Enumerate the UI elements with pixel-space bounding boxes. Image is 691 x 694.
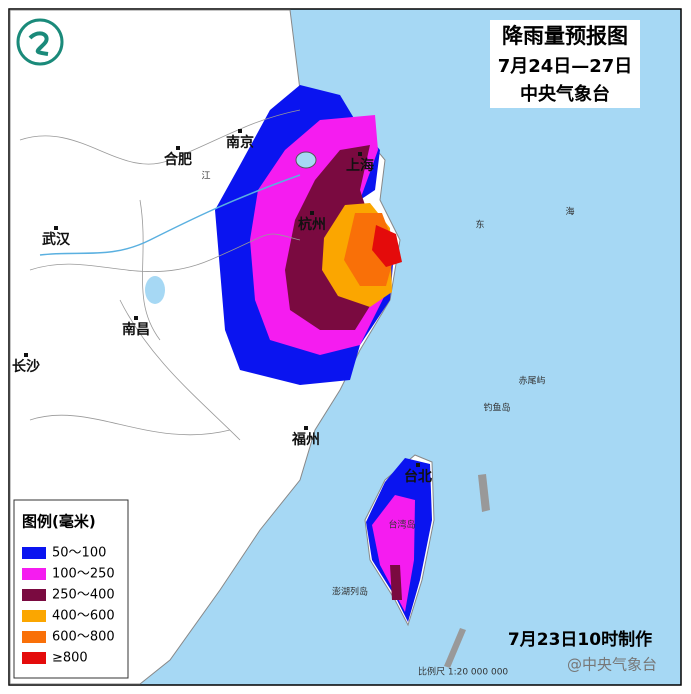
lake [145,276,165,304]
legend-label: 100～250 [52,567,115,582]
legend-swatch [22,547,46,559]
scale: 比例尺 1:20 000 000 [418,666,508,678]
rain-areas [215,85,432,622]
island [444,628,466,668]
city-dot [54,226,58,230]
legend-swatch [22,631,46,643]
legend-label: 600～800 [52,630,115,645]
legend-swatch [22,610,46,622]
legend-label: 400～600 [52,609,115,624]
city-dot [358,152,362,156]
legend-label: 250～400 [52,588,115,603]
city-dot [176,146,180,150]
legend-swatch [22,568,46,580]
borders [19,109,301,441]
city-label: 合肥 [164,151,192,168]
legend-label: ≥800 [52,651,88,666]
place-label: 台湾岛 [388,519,415,531]
city-dot [416,463,420,467]
place-label: 澎湖列岛 [332,586,368,598]
place-label: 江 [201,171,210,182]
city-dot [310,211,314,215]
city-label: 上海 [346,157,374,174]
rain-area [390,565,402,600]
city-label: 福州 [291,431,320,448]
legend-title: 图例(毫米) [22,513,96,531]
city-label: 武汉 [42,231,71,248]
place-label: 海 [565,206,574,218]
river [39,174,301,256]
period: 7月24日—27日 [498,56,633,77]
city-dot [24,353,28,357]
city-dot [304,426,308,430]
rain-area [372,495,415,612]
made-note: 7月23日10时制作 [508,629,652,650]
legend: 图例(毫米) 50～100 100～250 250～400 400～600 600～80… [13,499,129,679]
place-label: 赤尾屿 [518,376,545,387]
city-dot [238,129,242,133]
legend-label: 50～100 [52,546,106,561]
logo-mark [28,31,49,56]
legend-swatch [22,589,46,601]
lake [295,151,317,169]
city-label: 长沙 [12,358,40,375]
legend-swatch [22,652,46,664]
agency: 中央气象台 [520,83,610,105]
city-label: 南京 [226,134,254,151]
place-label: 钓鱼岛 [483,402,510,414]
place-label: 东 [475,219,484,231]
city-label: 台北 [404,468,432,485]
title-box [490,20,640,108]
island [478,474,490,512]
title: 降雨量预报图 [502,24,628,48]
city-label: 南昌 [122,321,150,338]
rain-area [372,225,402,267]
watermark: @中央气象台 [567,656,657,674]
city-dot [134,316,138,320]
logo [16,18,64,66]
city-label: 杭州 [298,216,326,233]
